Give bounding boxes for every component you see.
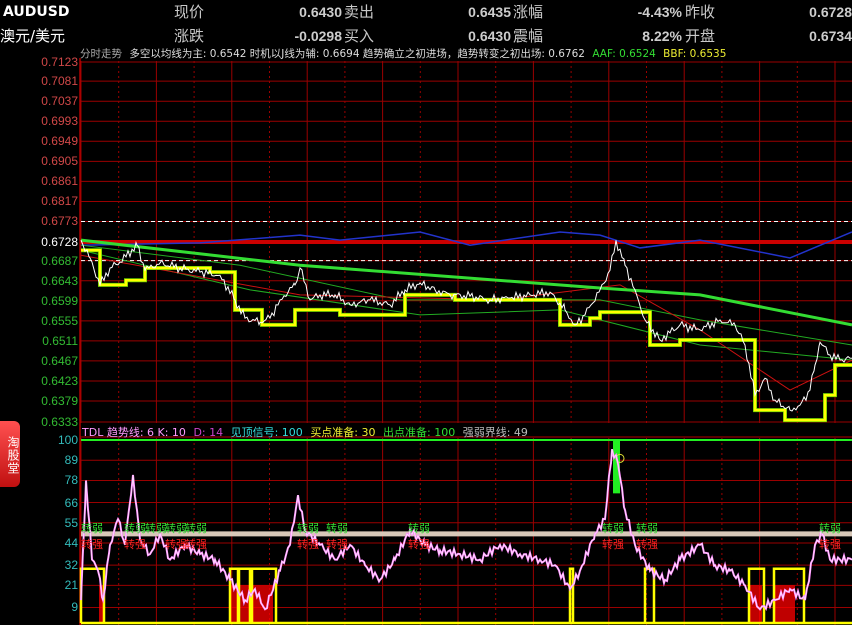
indicator-tick-label: 21	[64, 578, 78, 593]
weak-signal-label: 转弱	[408, 521, 430, 535]
field-label-amplitude: 震幅	[513, 27, 544, 45]
indicator-tick-label: 44	[64, 536, 78, 551]
weak-signal-label: 转弱	[81, 521, 103, 535]
weak-signal-label: 转弱	[326, 521, 348, 535]
weak-signal-label: 转弱	[819, 521, 841, 535]
ma-line-red	[80, 254, 852, 391]
price-tick-label: 0.6555	[41, 313, 78, 328]
price-tick-label: 0.6993	[41, 114, 78, 129]
price-tick-label: 0.7081	[41, 74, 78, 89]
field-value-ask: 0.6435	[468, 4, 511, 20]
price-legend: 分时走势 多空以均线为主: 0.6542 时机以J线为辅: 0.6694 趋势确…	[80, 46, 730, 61]
strong-signal-label: 转强	[124, 537, 146, 551]
strong-signal-label: 转强	[602, 537, 624, 551]
indicator-tick-label: 100	[57, 433, 78, 447]
price-tick-label: 0.6817	[41, 194, 78, 209]
weak-signal-label: 转弱	[124, 521, 146, 535]
field-label-change-pct: 涨幅	[513, 3, 544, 21]
field-label-change: 涨跌	[174, 27, 205, 45]
indicator-tick-label: 9	[71, 600, 78, 615]
field-value-prev-close: 0.6728	[809, 4, 852, 20]
strong-signal-label: 转强	[81, 537, 103, 551]
support-step-line	[81, 248, 852, 422]
strong-signal-label: 转强	[408, 537, 430, 551]
weak-signal-label: 转弱	[145, 521, 167, 535]
field-label-bid: 买入	[344, 27, 375, 45]
indicator-tick-label: 89	[64, 453, 78, 468]
field-value-open: 0.6734	[809, 28, 852, 44]
legend-d: D: 14	[193, 426, 224, 439]
indicator-tick-label: 55	[64, 515, 78, 530]
price-tick-label: 0.6728	[41, 235, 78, 249]
strong-signal-label: 转强	[819, 537, 841, 551]
legend-buy-prep: 买点准备: 30	[310, 426, 376, 439]
strong-signal-label: 转强	[636, 537, 658, 551]
price-tick-label: 0.6511	[42, 333, 78, 348]
price-tick-label: 0.6423	[41, 373, 78, 388]
buy-prep-signal	[747, 567, 766, 623]
price-tick-label: 0.7123	[41, 55, 78, 69]
price-tick-label: 0.6643	[41, 273, 78, 288]
weak-signal-label: 转弱	[297, 521, 319, 535]
strong-signal-label: 转强	[297, 537, 319, 551]
indicator-tick-label: 78	[64, 473, 78, 488]
price-tick-label: 0.7037	[41, 94, 78, 109]
ma-line-long	[80, 238, 852, 327]
field-value-current: 0.6430	[299, 4, 342, 20]
indicator-tick-label: 66	[64, 495, 78, 510]
top-signal-bar	[613, 440, 620, 494]
price-tick-label: 0.6333	[41, 415, 78, 429]
price-tick-label: 0.6773	[41, 214, 78, 229]
buy-prep-signal	[568, 567, 575, 623]
buy-prep-signal	[250, 567, 278, 623]
price-line	[80, 239, 852, 412]
blue-line	[80, 231, 852, 259]
field-value-change-pct: -4.43%	[637, 4, 682, 20]
symbol-code: AUDUSD	[3, 4, 70, 20]
legend-aaf: AAF: 0.6524	[592, 48, 656, 60]
weak-signal-label: 转弱	[185, 521, 207, 535]
strong-signal-label: 转强	[326, 537, 348, 551]
price-tick-label: 0.6687	[41, 253, 78, 268]
field-value-change: -0.0298	[294, 28, 342, 44]
price-tick-label: 0.6949	[41, 134, 78, 149]
indicator-tick-label: 32	[64, 558, 78, 573]
indicator-legend: TDL 趋势线: 6 K: 10 D: 14 见顶信号: 100 买点准备: 3…	[82, 424, 532, 440]
legend-top-signal: 见顶信号: 100	[230, 426, 303, 439]
weak-signal-label: 转弱	[602, 521, 624, 535]
field-value-bid: 0.6430	[468, 28, 511, 44]
strong-signal-label: 转强	[185, 537, 207, 551]
weak-signal-label: 转弱	[165, 521, 187, 535]
field-label-prev-close: 昨收	[685, 3, 716, 21]
legend-tdl: TDL 趋势线: 6 K: 10	[82, 426, 186, 439]
field-label-open: 开盘	[685, 27, 716, 45]
legend-text: 多空以均线为主: 0.6542 时机以J线为辅: 0.6694 趋势确立之初进场…	[129, 48, 585, 60]
weak-signal-label: 转弱	[636, 521, 658, 535]
ma-line-slow	[80, 249, 852, 361]
legend-sell-prep: 出点准备: 100	[383, 426, 456, 439]
field-label-ask: 卖出	[344, 3, 375, 21]
strong-signal-label: 转强	[165, 537, 187, 551]
price-tick-label: 0.6379	[41, 394, 78, 409]
oscillator-line-inner	[80, 449, 852, 610]
legend-boundary: 强弱界线: 49	[462, 426, 528, 439]
price-tick-label: 0.6467	[41, 353, 78, 368]
price-tick-label: 0.6905	[41, 154, 78, 169]
legend-bbf: BBF: 0.6535	[663, 48, 727, 60]
price-tick-label: 0.6599	[41, 293, 78, 308]
field-label-current: 现价	[174, 3, 205, 21]
legend-title: 分时走势	[80, 48, 122, 60]
price-tick-label: 0.6861	[41, 174, 78, 189]
field-value-amplitude: 8.22%	[642, 28, 682, 44]
taoguba-tab[interactable]: 淘股堂	[0, 421, 20, 487]
symbol-name: 澳元/美元	[0, 27, 66, 45]
